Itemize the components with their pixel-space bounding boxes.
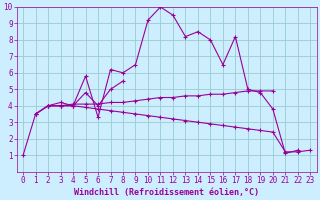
X-axis label: Windchill (Refroidissement éolien,°C): Windchill (Refroidissement éolien,°C) [74, 188, 259, 197]
